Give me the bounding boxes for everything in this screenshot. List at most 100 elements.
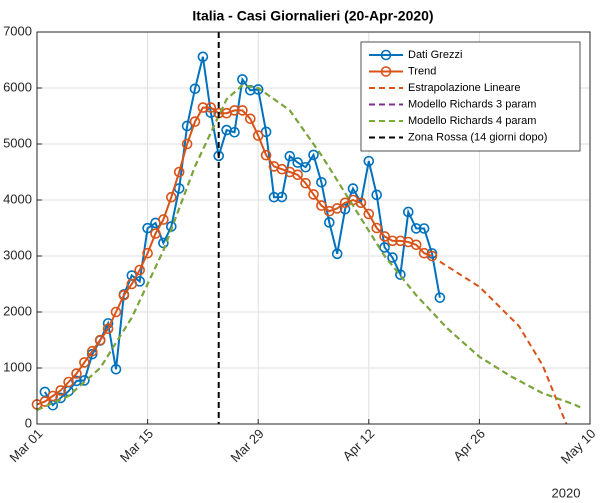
data-point bbox=[181, 138, 193, 150]
data-point bbox=[134, 264, 145, 276]
data-point bbox=[197, 102, 209, 113]
data-point bbox=[331, 248, 343, 260]
legend-label: Estrapolazione Lineare bbox=[408, 82, 521, 94]
data-point bbox=[189, 116, 201, 127]
y-tick-label: 5000 bbox=[3, 135, 32, 150]
data-point bbox=[323, 217, 335, 228]
data-point bbox=[347, 183, 359, 194]
data-point bbox=[387, 235, 398, 247]
data-point bbox=[292, 157, 304, 168]
data-point bbox=[252, 130, 264, 141]
data-point bbox=[410, 239, 422, 251]
y-tick-label: 4000 bbox=[3, 191, 32, 206]
data-point bbox=[418, 223, 430, 234]
data-point bbox=[142, 247, 153, 259]
data-point bbox=[245, 113, 256, 125]
data-point bbox=[126, 278, 138, 290]
data-point bbox=[39, 396, 51, 407]
x-axis-year: 2020 bbox=[552, 485, 581, 500]
data-point bbox=[189, 83, 201, 95]
y-tick-label: 1000 bbox=[3, 359, 32, 374]
data-point bbox=[300, 161, 311, 173]
data-point bbox=[79, 357, 90, 368]
data-point bbox=[173, 166, 185, 178]
legend: Dati Grezzi Trend Estrapolazione Lineare Mo… bbox=[360, 41, 581, 152]
data-point bbox=[252, 84, 264, 95]
data-point bbox=[166, 191, 177, 203]
data-point bbox=[237, 74, 248, 85]
legend-label: Dati Grezzi bbox=[408, 49, 462, 61]
data-point bbox=[363, 155, 375, 167]
x-tick-label: Apr 26 bbox=[450, 426, 488, 464]
data-point bbox=[55, 385, 67, 396]
data-point bbox=[426, 250, 438, 262]
data-point bbox=[331, 203, 343, 214]
data-point bbox=[71, 368, 82, 379]
data-point bbox=[300, 177, 311, 189]
x-tick-label: Mar 01 bbox=[6, 426, 45, 465]
x-tick-label: May 10 bbox=[558, 426, 599, 467]
data-point bbox=[363, 208, 375, 220]
data-point bbox=[205, 102, 217, 113]
data-point bbox=[355, 197, 367, 209]
data-point bbox=[371, 189, 383, 201]
data-point bbox=[434, 292, 446, 303]
y-tick-label: 3000 bbox=[3, 247, 32, 262]
data-point bbox=[229, 105, 240, 116]
data-point bbox=[276, 191, 288, 203]
data-point bbox=[63, 376, 74, 388]
data-point bbox=[292, 169, 304, 181]
data-point bbox=[237, 105, 248, 116]
y-tick-label: 7000 bbox=[3, 23, 32, 38]
data-point bbox=[181, 120, 193, 132]
data-point bbox=[402, 206, 414, 218]
data-point bbox=[150, 228, 161, 239]
data-point bbox=[79, 375, 90, 386]
data-point bbox=[395, 235, 406, 247]
series-line bbox=[44, 56, 441, 407]
data-point bbox=[371, 222, 383, 234]
axes-frame bbox=[36, 31, 591, 425]
data-point bbox=[268, 191, 280, 203]
data-point bbox=[142, 222, 153, 234]
data-point bbox=[118, 289, 130, 301]
y-tick-label: 6000 bbox=[3, 79, 32, 94]
data-point bbox=[110, 363, 122, 375]
legend-label: Modello Richards 3 param bbox=[408, 98, 536, 110]
chart-title: Italia - Casi Giornalieri (20-Apr-2020) bbox=[192, 8, 433, 24]
series-line bbox=[36, 84, 583, 411]
data-point bbox=[87, 345, 98, 357]
legend-label: Trend bbox=[408, 65, 436, 77]
legend-marker bbox=[380, 66, 392, 77]
data-point bbox=[410, 223, 422, 234]
legend-label: Modello Richards 4 param bbox=[408, 115, 536, 127]
x-tick-label: Mar 15 bbox=[117, 426, 156, 465]
data-point bbox=[158, 237, 169, 249]
data-point bbox=[71, 375, 82, 387]
data-point bbox=[102, 323, 114, 335]
series-line bbox=[439, 260, 568, 425]
x-tick-label: Apr 12 bbox=[340, 426, 378, 464]
legend-box bbox=[360, 41, 581, 152]
data-point bbox=[316, 177, 327, 188]
data-point bbox=[387, 252, 398, 263]
y-tick-label: 0 bbox=[25, 415, 32, 430]
y-tick-label: 2000 bbox=[3, 303, 32, 318]
data-point bbox=[284, 150, 296, 162]
data-point bbox=[213, 150, 224, 162]
data-point bbox=[110, 306, 122, 318]
data-point bbox=[308, 189, 319, 200]
x-tick-label: Mar 29 bbox=[228, 426, 267, 465]
data-point bbox=[94, 334, 106, 346]
data-point bbox=[339, 203, 351, 215]
data-point bbox=[260, 149, 272, 161]
data-point bbox=[229, 126, 240, 138]
legend-label: Zona Rossa (14 giorni dopo) bbox=[408, 131, 547, 143]
data-point bbox=[395, 269, 406, 280]
legend-marker bbox=[380, 49, 392, 61]
data-point bbox=[308, 149, 319, 161]
data-point bbox=[158, 214, 169, 225]
data-point bbox=[197, 51, 209, 63]
data-point bbox=[316, 200, 327, 211]
data-point bbox=[379, 231, 390, 242]
